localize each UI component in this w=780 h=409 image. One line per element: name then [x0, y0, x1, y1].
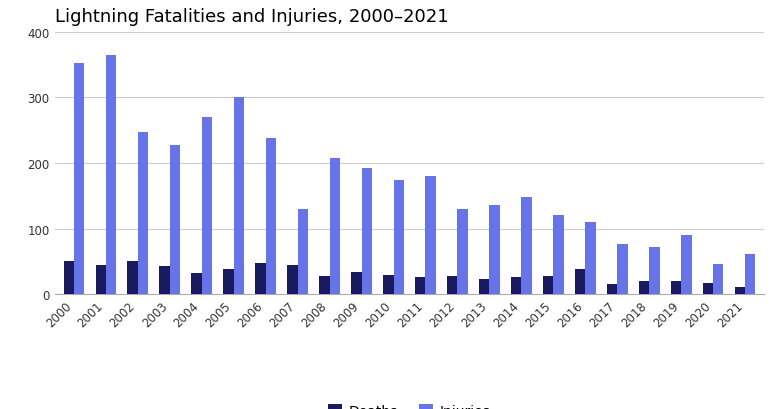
Bar	[447, 276, 457, 294]
Bar	[713, 264, 724, 294]
Bar	[383, 276, 394, 294]
Bar	[202, 118, 212, 294]
Bar	[735, 287, 745, 294]
Bar	[575, 270, 585, 294]
Bar	[543, 277, 553, 294]
Bar	[266, 139, 276, 294]
Bar	[330, 159, 340, 294]
Bar	[585, 222, 596, 294]
Bar	[298, 209, 308, 294]
Bar	[63, 262, 74, 294]
Bar	[159, 266, 170, 294]
Bar	[489, 205, 500, 294]
Bar	[234, 98, 244, 294]
Bar	[351, 272, 362, 294]
Bar	[287, 265, 298, 294]
Bar	[639, 281, 649, 294]
Bar	[319, 276, 330, 294]
Bar	[457, 209, 468, 294]
Bar	[74, 63, 84, 294]
Text: Lightning Fatalities and Injuries, 2000–2021: Lightning Fatalities and Injuries, 2000–…	[55, 8, 448, 26]
Bar	[170, 145, 180, 294]
Bar	[671, 281, 681, 294]
Bar	[255, 263, 266, 294]
Bar	[607, 284, 617, 294]
Bar	[681, 236, 692, 294]
Bar	[745, 254, 756, 294]
Bar	[127, 261, 138, 294]
Bar	[425, 177, 436, 294]
Bar	[191, 274, 202, 294]
Bar	[649, 247, 660, 294]
Bar	[511, 277, 521, 294]
Bar	[553, 216, 564, 294]
Bar	[617, 245, 628, 294]
Bar	[138, 132, 148, 294]
Bar	[415, 277, 425, 294]
Legend: Deaths, Injuries: Deaths, Injuries	[323, 399, 496, 409]
Bar	[479, 279, 489, 294]
Bar	[362, 169, 372, 294]
Bar	[223, 270, 234, 294]
Bar	[106, 56, 116, 294]
Bar	[521, 198, 532, 294]
Bar	[703, 283, 713, 294]
Bar	[394, 181, 404, 294]
Bar	[95, 266, 106, 294]
